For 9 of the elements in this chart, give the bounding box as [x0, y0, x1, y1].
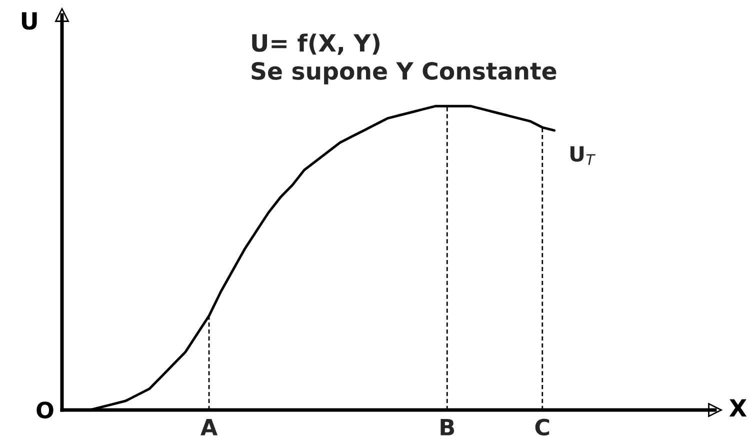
x-tick-label: C — [535, 418, 550, 436]
text: O — [36, 402, 54, 418]
text: X — [729, 399, 747, 417]
x-tick-label: B — [440, 419, 454, 436]
chart-subtitle: Se supone Y Constante — [252, 62, 556, 84]
chart-title: U= f(X, Y) — [252, 34, 380, 55]
series-label: U$_{T}$ — [570, 146, 596, 165]
y-axis-title: U — [22, 12, 37, 30]
x-tick-label: A — [200, 419, 218, 436]
